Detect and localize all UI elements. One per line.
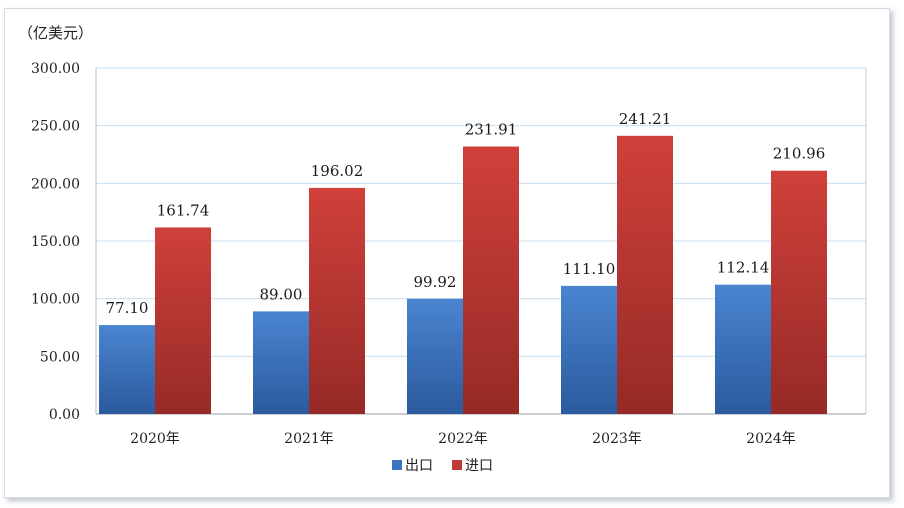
legend-label: 进口 bbox=[465, 458, 493, 474]
x-tick-label: 2020年 bbox=[130, 431, 180, 447]
legend-label: 出口 bbox=[405, 458, 433, 474]
bar-export bbox=[407, 298, 463, 414]
data-label: 231.91 bbox=[465, 121, 518, 139]
data-label: 210.96 bbox=[773, 145, 826, 163]
data-label: 112.14 bbox=[717, 259, 770, 277]
data-label: 99.92 bbox=[414, 273, 457, 291]
x-tick-label: 2023年 bbox=[592, 431, 642, 447]
y-tick-label: 0.00 bbox=[49, 407, 80, 423]
data-label: 241.21 bbox=[619, 110, 672, 128]
x-tick-label: 2021年 bbox=[284, 431, 334, 447]
bar-export bbox=[561, 285, 617, 414]
data-label: 161.74 bbox=[157, 201, 210, 219]
bar-import bbox=[617, 135, 673, 414]
data-label: 111.10 bbox=[563, 260, 616, 278]
y-tick-label: 50.00 bbox=[40, 349, 80, 365]
legend-swatch-import bbox=[452, 460, 462, 470]
y-tick-label: 200.00 bbox=[31, 176, 80, 192]
y-tick-label: 250.00 bbox=[31, 119, 80, 135]
bar-import bbox=[771, 170, 827, 414]
y-tick-label: 300.00 bbox=[31, 61, 80, 77]
unit-label: （亿美元） bbox=[18, 24, 93, 42]
data-label: 77.10 bbox=[106, 299, 149, 317]
y-tick-label: 150.00 bbox=[31, 234, 80, 250]
bar-export bbox=[715, 284, 771, 414]
x-tick-label: 2024年 bbox=[746, 431, 796, 447]
bar-import bbox=[463, 146, 519, 415]
bar-export bbox=[253, 311, 309, 414]
bar-import bbox=[155, 227, 211, 414]
data-label: 89.00 bbox=[260, 285, 303, 303]
bar-export bbox=[99, 325, 155, 414]
bar-import bbox=[309, 187, 365, 414]
data-label: 196.02 bbox=[311, 162, 364, 180]
legend-swatch-export bbox=[392, 460, 402, 470]
x-tick-label: 2022年 bbox=[438, 431, 488, 447]
y-tick-label: 100.00 bbox=[31, 292, 80, 308]
